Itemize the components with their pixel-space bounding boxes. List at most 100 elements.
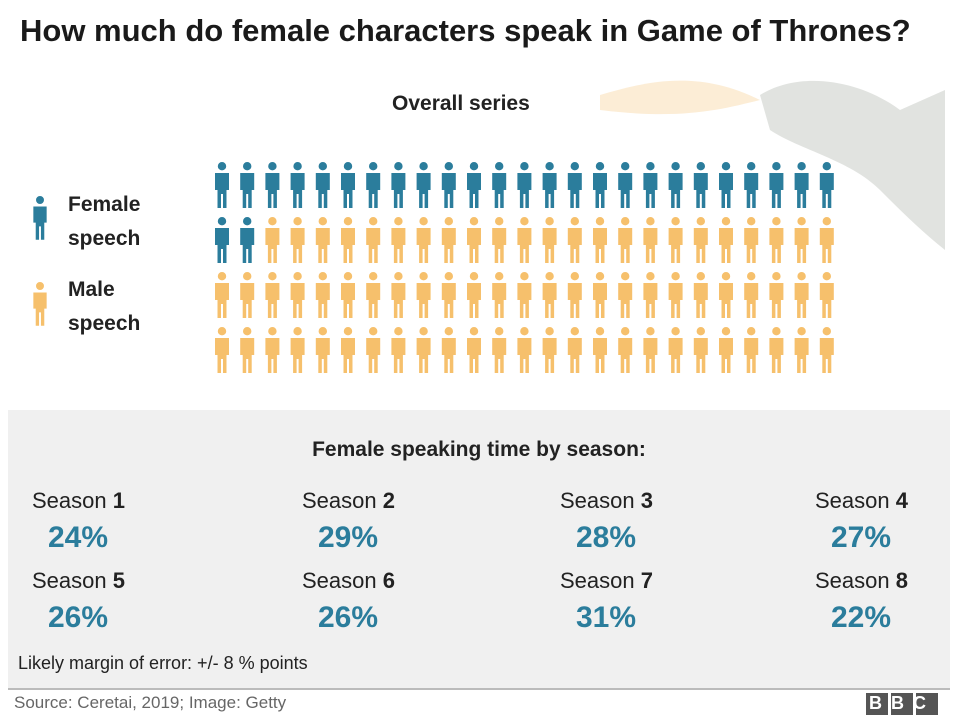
- figure: [719, 217, 733, 263]
- figure: [693, 217, 708, 263]
- season-prefix: Season: [560, 488, 635, 513]
- divider: [8, 688, 950, 690]
- figure: [693, 162, 708, 208]
- figure: [618, 272, 633, 318]
- figure: [215, 327, 229, 373]
- legend-label: Male speech: [68, 278, 141, 335]
- figure: [668, 327, 683, 373]
- figure: [391, 161, 406, 208]
- figure: [290, 162, 305, 208]
- figure: [517, 162, 532, 208]
- season-prefix: Season: [32, 488, 107, 513]
- figure: [441, 216, 456, 263]
- logo: BBC: [869, 693, 935, 713]
- figure: [240, 272, 255, 318]
- season-label: Season 6: [302, 568, 395, 594]
- figure: [618, 217, 633, 263]
- figure: [593, 327, 607, 373]
- figure: [315, 217, 330, 263]
- season-prefix: Season: [302, 488, 377, 513]
- pictogram: [33, 80, 945, 373]
- figure: [265, 216, 280, 263]
- figure: [744, 327, 759, 373]
- figure: [492, 217, 507, 263]
- figure: [467, 327, 481, 373]
- figure: [794, 217, 809, 263]
- figure: [643, 162, 658, 208]
- figure: [492, 272, 507, 318]
- figure: [769, 272, 784, 318]
- season-number: 4: [895, 488, 908, 513]
- figure: [567, 327, 582, 373]
- figure: [441, 326, 456, 373]
- season-label: Season 4: [815, 488, 908, 514]
- dragon-decoration: [760, 80, 945, 250]
- season-label: Season 2: [302, 488, 395, 514]
- figure: [341, 162, 355, 208]
- season-prefix: Season: [32, 568, 107, 593]
- figure: [315, 327, 330, 373]
- season-label: Season 1: [32, 488, 125, 514]
- figure: [492, 162, 507, 208]
- season-label: Season 8: [815, 568, 908, 594]
- figure: [290, 272, 305, 318]
- figure: [593, 272, 607, 318]
- figure: [769, 217, 784, 263]
- season-number: 7: [640, 568, 653, 593]
- figure: [668, 272, 683, 318]
- legend-icon: [33, 195, 47, 240]
- figure: [542, 272, 557, 318]
- figure: [643, 217, 658, 263]
- figure: [567, 217, 582, 263]
- figure: [668, 217, 683, 263]
- season-value: 26%: [48, 601, 109, 634]
- season-value: 22%: [831, 601, 892, 634]
- legend-label: Female speech: [68, 193, 141, 250]
- figure: [719, 272, 733, 318]
- figure: [315, 162, 330, 208]
- figure: [265, 161, 280, 208]
- figure: [593, 162, 607, 208]
- season-value: 28%: [576, 521, 637, 554]
- season-number: 8: [895, 568, 908, 593]
- figure: [441, 161, 456, 208]
- figure: [693, 327, 708, 373]
- season-prefix: Season: [815, 568, 890, 593]
- figure: [290, 217, 305, 263]
- logo-box: [866, 693, 888, 715]
- logo-box: [916, 693, 938, 715]
- season-number: 3: [640, 488, 653, 513]
- figure: [618, 162, 633, 208]
- panel-title: Female speaking time by season:: [312, 438, 646, 461]
- figure: [769, 162, 784, 208]
- subtitle: Overall series: [392, 92, 530, 115]
- figure: [416, 327, 431, 373]
- figure: [819, 327, 834, 373]
- figure: [366, 327, 381, 373]
- figure: [618, 327, 633, 373]
- figure: [643, 327, 658, 373]
- figure: [366, 217, 381, 263]
- season-value: 24%: [48, 521, 109, 554]
- season-prefix: Season: [302, 568, 377, 593]
- figure: [215, 217, 229, 263]
- figure: [517, 327, 532, 373]
- figure: [416, 272, 431, 318]
- season-number: 6: [382, 568, 395, 593]
- figure: [416, 217, 431, 263]
- figure: [467, 162, 481, 208]
- season-value: 29%: [318, 521, 379, 554]
- figure: [391, 326, 406, 373]
- figure: [567, 162, 582, 208]
- figure: [794, 162, 809, 208]
- figure: [290, 327, 305, 373]
- figure: [467, 217, 481, 263]
- season-number: 2: [382, 488, 395, 513]
- season-value: 31%: [576, 601, 637, 634]
- figure: [416, 162, 431, 208]
- figure: [341, 327, 355, 373]
- title: How much do female characters speak in G…: [20, 13, 911, 48]
- figure: [542, 217, 557, 263]
- logo-box: [891, 693, 913, 715]
- figure: [215, 162, 229, 208]
